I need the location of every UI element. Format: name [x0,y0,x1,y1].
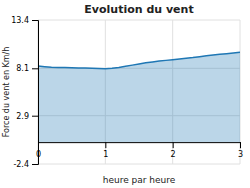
title: Evolution du vent [84,3,193,16]
tick: -2.4 [13,160,38,169]
tick: 13.4 [11,16,38,25]
tick-mark [32,116,38,117]
axis-line [39,143,241,149]
grid-line [38,20,240,21]
tick-label: 8.1 [16,64,29,73]
tick: 0 [36,142,41,159]
y-axis-title: Force du vent en Km/h [2,47,11,138]
grid [38,20,240,164]
tick-label: 3 [238,150,243,159]
tick-mark [32,164,38,165]
x-axis: 0 1 2 3 [36,142,243,159]
tick-mark [38,142,39,148]
tick-label: -2.4 [13,160,29,169]
area [38,52,240,142]
marks [38,52,240,142]
plot: -2.4 2.9 8.1 13.4 0 1 2 3 [11,16,243,169]
tick-mark [105,142,106,148]
tick: 2.9 [16,112,38,121]
tick-label: 2.9 [16,112,29,121]
tick-mark [32,68,38,69]
tick: 1 [103,142,108,159]
axis-line [32,21,39,165]
tick-mark [32,20,38,21]
tick: 2 [171,142,176,159]
tick-label: 2 [171,150,176,159]
x-axis-title: heure par heure [103,175,176,185]
tick-label: 0 [36,150,41,159]
tick: 8.1 [16,64,38,73]
tick-label: 1 [103,150,108,159]
tick-label: 13.4 [11,16,29,25]
line [38,52,240,68]
tick: 3 [238,142,243,159]
y-axis: -2.4 2.9 8.1 13.4 [11,16,38,169]
tick-mark [173,142,174,148]
grid-line [38,164,240,165]
chart: -2.4 2.9 8.1 13.4 0 1 2 3 Evolution du vent heure… [0,0,250,188]
tick-mark [240,142,241,148]
